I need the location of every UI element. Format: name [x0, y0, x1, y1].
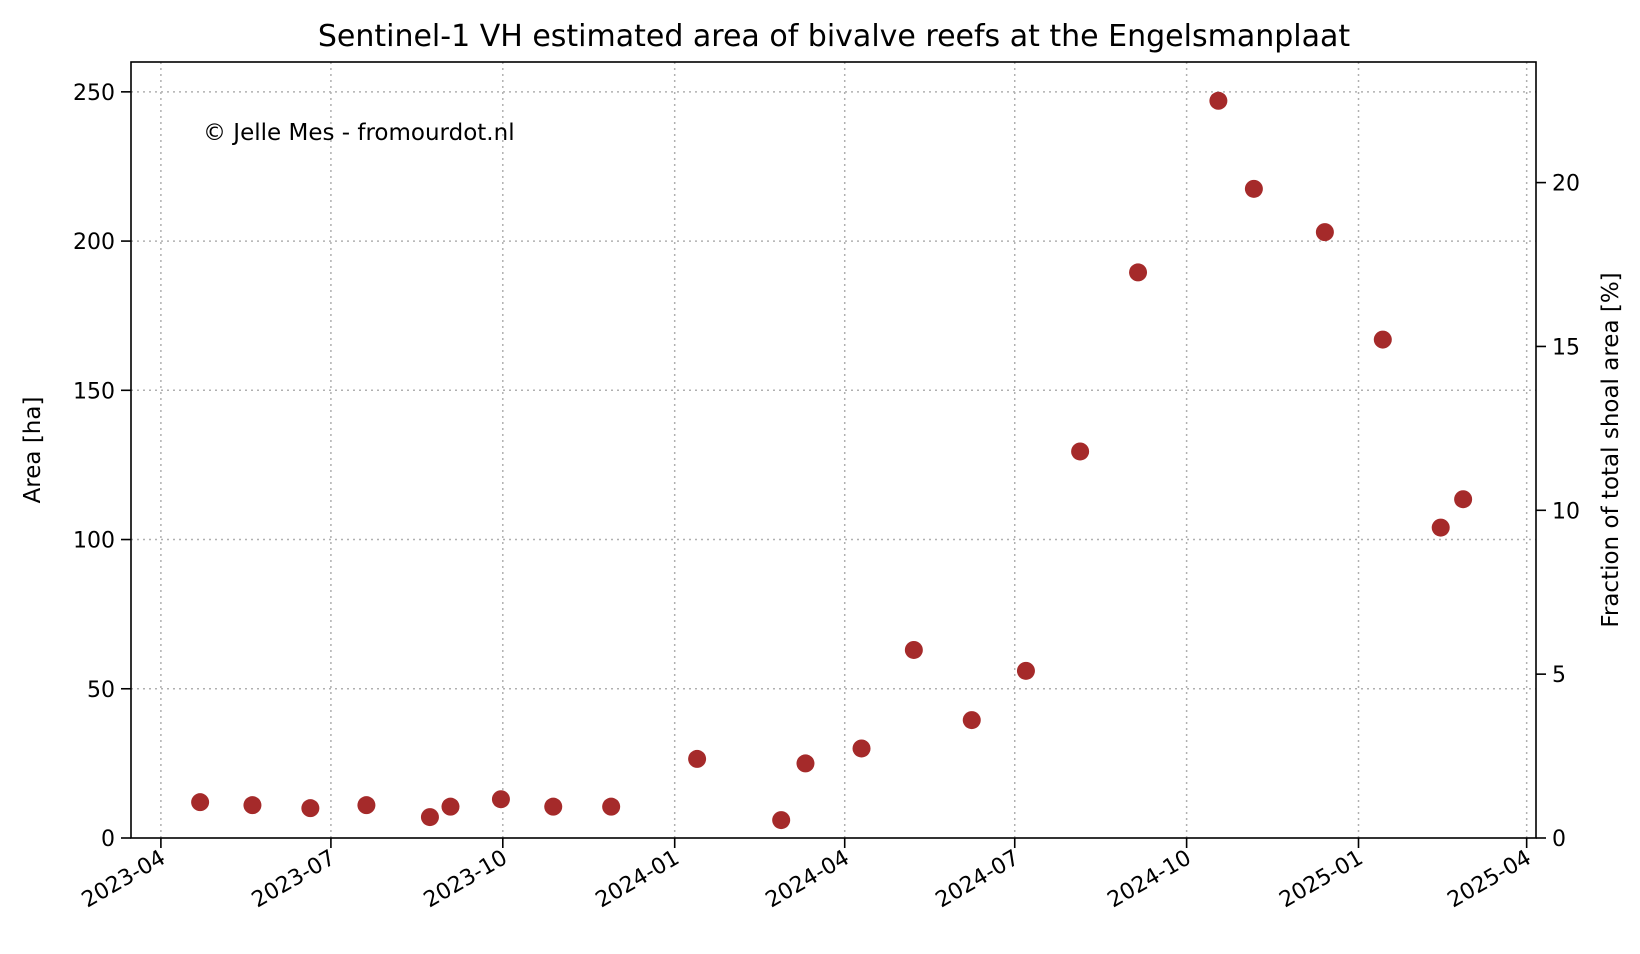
data-point — [441, 797, 460, 816]
data-point — [1315, 223, 1334, 242]
grid-layer — [131, 62, 1536, 838]
y2-tick-label: 15 — [1552, 335, 1580, 360]
data-point — [962, 711, 981, 730]
x-tick-label: 2025-04 — [1444, 846, 1536, 914]
x-tick-label: 2023-04 — [78, 846, 170, 914]
y2-axis-label: Fraction of total shoal area [%] — [1598, 272, 1624, 627]
data-point — [1209, 91, 1228, 110]
data-point — [491, 790, 510, 809]
x-tick-label: 2024-07 — [932, 846, 1024, 914]
data-point — [420, 808, 439, 827]
y-axis-label: Area [ha] — [20, 397, 46, 504]
y-tick-label: 0 — [101, 827, 115, 852]
data-point — [1016, 661, 1035, 680]
plot-frame — [130, 61, 1537, 839]
x-tick-label: 2023-07 — [248, 846, 340, 914]
data-point — [357, 796, 376, 815]
y2-tick-label: 0 — [1552, 827, 1566, 852]
x-tick-label: 2025-01 — [1275, 846, 1367, 914]
y2-tick-label: 5 — [1552, 663, 1566, 688]
data-point — [544, 797, 563, 816]
x-tick-label: 2024-04 — [762, 846, 854, 914]
chart-title: Sentinel-1 VH estimated area of bivalve … — [318, 19, 1351, 54]
y-tick-label: 150 — [73, 379, 115, 404]
data-point — [772, 811, 791, 830]
data-point — [1373, 330, 1392, 349]
data-point — [1071, 442, 1090, 461]
data-point — [1129, 263, 1148, 282]
x-tick-label: 2023-10 — [420, 846, 512, 914]
data-point — [904, 640, 923, 659]
data-point — [1244, 179, 1263, 198]
y-tick-label: 200 — [73, 230, 115, 255]
y2-tick-label: 10 — [1552, 499, 1580, 524]
data-point — [301, 799, 320, 818]
y-tick-label: 100 — [73, 529, 115, 554]
y2-axis: 0 5 10 15 20 — [1536, 172, 1580, 852]
x-tick-label: 2024-01 — [592, 846, 684, 914]
copyright-annotation: © Jelle Mes - fromourdot.nl — [203, 120, 515, 146]
y-tick-label: 250 — [73, 81, 115, 106]
data-point — [191, 793, 210, 812]
y2-tick-label: 20 — [1552, 172, 1580, 197]
points-layer — [191, 91, 1473, 830]
y-axis: 0 50 100 150 200 250 — [73, 81, 131, 852]
data-point — [602, 797, 621, 816]
x-tick-label: 2024-10 — [1104, 846, 1196, 914]
data-point — [852, 739, 871, 758]
data-point — [243, 796, 262, 815]
y-tick-label: 50 — [87, 678, 115, 703]
data-point — [796, 754, 815, 773]
data-point — [1431, 518, 1450, 537]
x-axis: 2023-04 2023-07 2023-10 2024-01 2024-04 2024-… — [78, 838, 1536, 913]
data-point — [688, 749, 707, 768]
data-point — [1454, 490, 1473, 509]
